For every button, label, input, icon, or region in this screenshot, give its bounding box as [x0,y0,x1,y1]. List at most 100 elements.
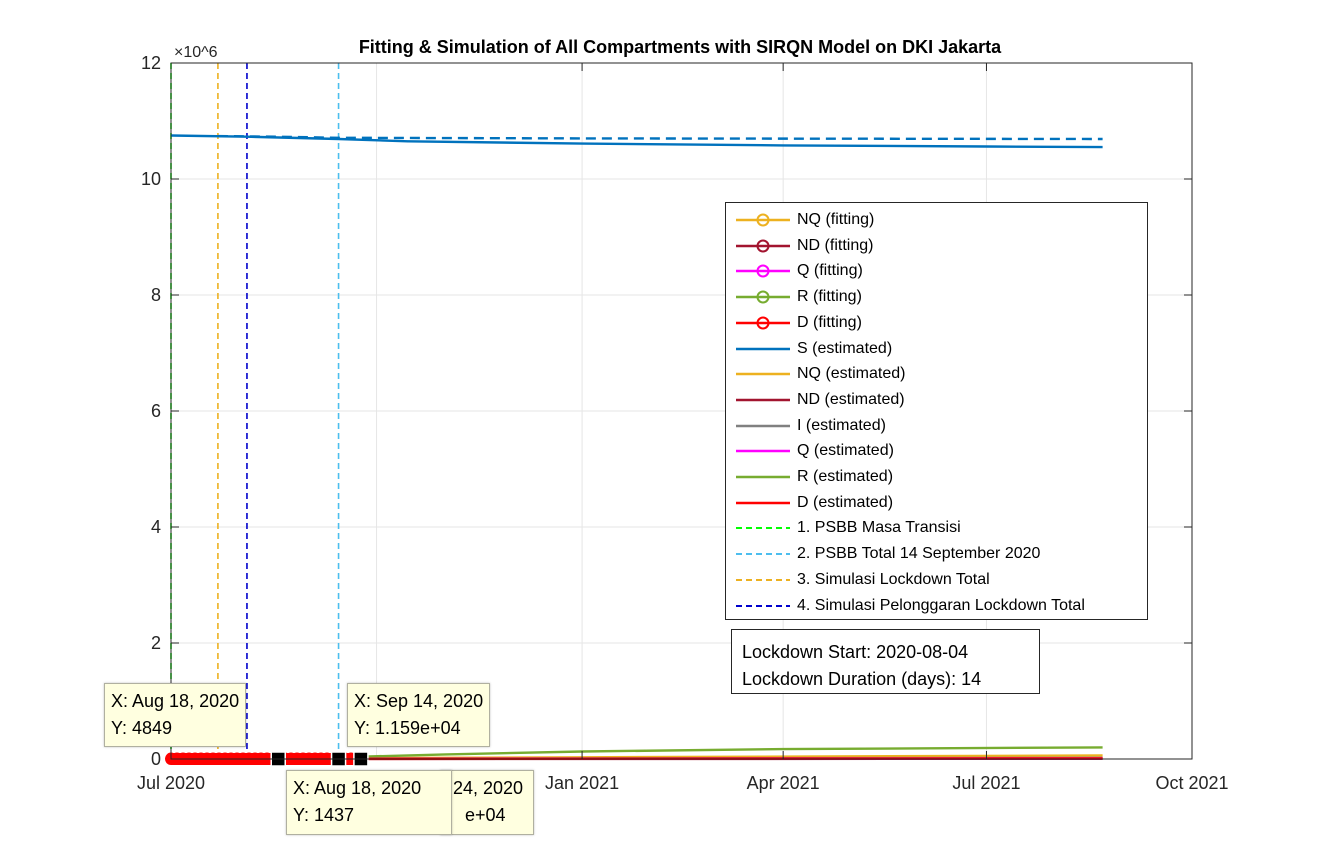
fitting-marker [309,752,321,764]
legend-item: Q (fitting) [726,258,1147,284]
fitting-marker [201,752,213,764]
s-simulation-line [217,134,1103,141]
legend-label: NQ (estimated) [797,365,906,383]
legend-label: R (fitting) [797,288,862,306]
legend: NQ (fitting) ND (fitting) Q (fitting) R (fi… [725,202,1148,620]
fitting-marker [255,752,267,764]
fitting-marker [225,752,237,764]
legend-swatch [736,398,790,402]
fitting-marker [249,752,261,764]
legend-item: D (estimated) [726,490,1147,516]
fitting-marker [207,752,219,764]
legend-item: NQ (estimated) [726,361,1147,387]
legend-item: ND (fitting) [726,233,1147,259]
legend-swatch [736,424,790,427]
legend-label: 4. Simulasi Pelonggaran Lockdown Total [797,596,1085,614]
y-tick-label: 8 [151,285,161,305]
legend-swatch [736,239,790,253]
legend-label: NQ (fitting) [797,211,875,228]
x-tick-label: Jul 2020 [137,773,205,793]
datatip-y: Y: 4849 [111,718,173,738]
legend-item: S (estimated) [726,336,1147,362]
legend-swatch [736,372,790,376]
y-tick-label: 2 [151,633,161,653]
y-tick-label: 4 [151,517,161,537]
datatip-y: Y: 1437 [293,805,355,825]
legend-label: ND (estimated) [797,390,905,408]
legend-swatch [736,527,790,530]
legend-item: D (fitting) [726,310,1147,336]
legend-item: 3. Simulasi Lockdown Total [726,567,1147,593]
datatip-x: X: Aug 18, 2020 [111,691,240,711]
x-tick-label: Jul 2021 [952,773,1020,793]
datatip-x: X: Sep 14, 2020 [354,691,484,711]
legend-swatch [736,604,790,607]
legend-item: 4. Simulasi Pelonggaran Lockdown Total [726,593,1147,619]
legend-label: 3. Simulasi Lockdown Total [797,570,990,588]
legend-item: NQ (fitting) [726,207,1147,233]
fitting-marker [219,752,231,764]
fitting-marker [291,752,303,764]
fitting-marker [189,752,201,764]
datatip-y: Y: 1.159e+04 [354,718,461,738]
legend-item: Q (estimated) [726,438,1147,464]
datatip-1[interactable]: X: Aug 18, 2020 Y: 4849 [104,683,247,747]
chart-title: Fitting & Simulation of All Compartments… [359,37,1002,57]
x-tick-label: Apr 2021 [747,773,820,793]
fitting-marker [303,752,315,764]
legend-item: R (estimated) [726,464,1147,490]
datatip-x: X: Aug 18, 2020 [293,778,422,798]
legend-swatch [736,553,790,556]
legend-swatch [736,290,790,304]
lockdown-info-box: Lockdown Start: 2020-08-04 Lockdown Dura… [731,629,1040,694]
fitting-marker [177,752,189,764]
legend-item: 1. PSBB Masa Transisi [726,515,1147,541]
legend-item: ND (estimated) [726,387,1147,413]
legend-label: 1. PSBB Masa Transisi [797,519,961,537]
y-tick-label: 10 [141,169,161,189]
fitting-marker [195,752,207,764]
legend-swatch [736,264,790,278]
legend-swatch [736,450,790,453]
lockdown-start: Lockdown Start: 2020-08-04 [742,642,969,662]
x-tick-label: Oct 2021 [1155,773,1228,793]
legend-item: I (estimated) [726,413,1147,439]
datatip-x: 24, 2020 [453,778,524,798]
legend-swatch [736,578,790,581]
fitting-marker [183,752,195,764]
legend-label: Q (estimated) [797,442,894,460]
x-tick-label: Jan 2021 [545,773,619,793]
fitting-marker [237,752,249,764]
legend-swatch [736,475,790,479]
legend-swatch [736,347,790,350]
datatip-2[interactable]: X: Sep 14, 2020 Y: 1.159e+04 [347,683,491,747]
axis-ticks: 0 2 4 6 8 10 12 Jul 2020 Jan 2021 Apr 2021 Jul 202… [137,53,1229,793]
legend-label: R (estimated) [797,468,894,485]
y-tick-label: 6 [151,401,161,421]
datatip-3[interactable]: X: Aug 18, 2020 Y: 1437 [286,770,452,835]
legend-swatch [736,213,790,227]
fitting-marker [213,752,225,764]
fitting-marker [285,752,297,764]
legend-label: 2. PSBB Total 14 September 2020 [797,545,1041,563]
legend-label: S (estimated) [797,339,893,357]
fitting-marker [171,752,183,764]
fitting-marker [243,752,255,764]
fitting-marker [231,752,243,764]
legend-label: D (estimated) [797,493,894,511]
legend-item: 2. PSBB Total 14 September 2020 [726,541,1147,567]
legend-item: R (fitting) [726,284,1147,310]
series-line [170,134,1103,149]
legend-label: ND (fitting) [797,236,874,254]
legend-swatch [736,501,790,504]
fitting-marker [315,752,327,764]
legend-swatch [736,316,790,330]
datatip-y: e+04 [465,805,506,825]
lockdown-duration: Lockdown Duration (days): 14 [742,669,982,689]
datatip-4[interactable]: 24, 2020 e+04 [440,770,534,835]
y-tick-label: 0 [151,749,161,769]
legend-label: I (estimated) [797,416,886,434]
legend-label: Q (fitting) [797,262,863,280]
legend-label: D (fitting) [797,313,862,331]
y-tick-label: 12 [141,53,161,73]
